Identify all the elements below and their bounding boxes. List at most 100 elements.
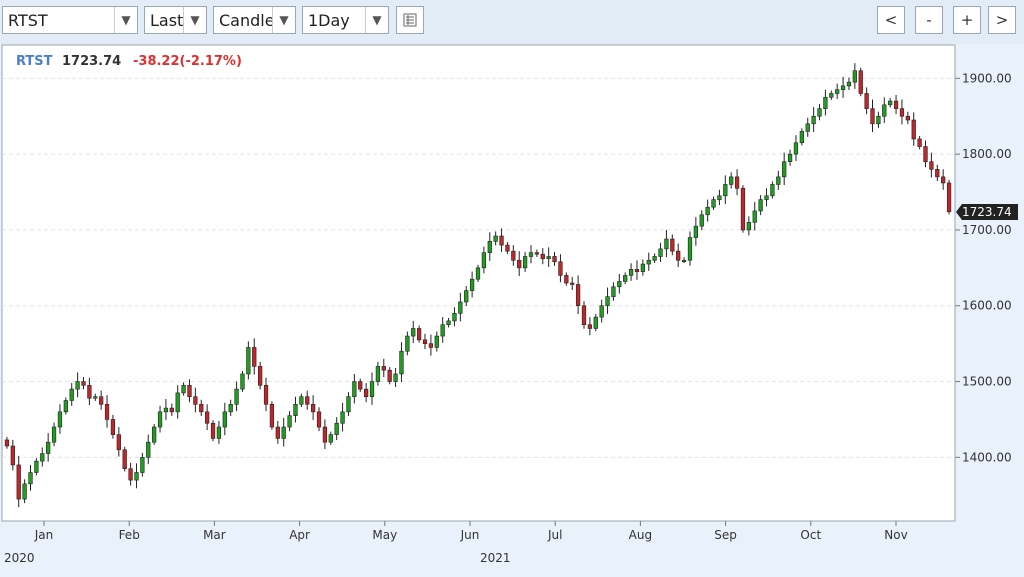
candle-body — [452, 313, 457, 322]
grid — [2, 77, 955, 458]
chevron-down-icon[interactable]: ▼ — [272, 7, 295, 33]
candle-body — [823, 96, 828, 109]
candle-body — [711, 199, 716, 208]
candle-body — [269, 403, 275, 428]
candle-body — [299, 396, 304, 405]
candle-body — [805, 123, 810, 132]
candle-body — [776, 176, 781, 185]
candle-body — [163, 407, 169, 413]
candle-body — [534, 252, 540, 255]
last-price-label: 1723.74 — [962, 205, 1012, 219]
candle-body — [169, 407, 174, 413]
candles — [4, 63, 952, 508]
y-tick-label: 1600.00 — [962, 299, 1012, 313]
candle-body — [346, 396, 351, 413]
candle-body — [611, 286, 616, 297]
price-type-dropdown[interactable]: Last ▼ — [144, 6, 207, 34]
candle-body — [558, 261, 563, 276]
candle-body — [717, 195, 722, 200]
candle-body — [46, 441, 51, 454]
candle-body — [205, 411, 210, 424]
candle-body — [234, 388, 239, 405]
candle-body — [416, 328, 422, 341]
candle-body — [375, 366, 381, 382]
candle-body — [905, 115, 910, 121]
y-tick-label: 1400.00 — [962, 450, 1012, 464]
candle-body — [575, 284, 581, 307]
candle-body — [199, 403, 204, 413]
zoom-out-button[interactable]: - — [915, 6, 943, 34]
candle-body — [893, 100, 899, 109]
symbol-value: RTST — [8, 10, 48, 30]
candle-body — [517, 259, 522, 269]
chart-style-dropdown[interactable]: Candle ▼ — [213, 6, 296, 34]
candle-body — [870, 108, 875, 125]
symbol-dropdown[interactable]: RTST ▼ — [2, 6, 138, 34]
candle-body — [676, 250, 681, 261]
candle-body — [740, 187, 746, 231]
candle-body — [475, 267, 481, 280]
zoom-in-button[interactable]: + — [953, 6, 981, 34]
candle-body — [652, 256, 657, 261]
year-label: 2020 — [4, 551, 35, 565]
nav-next-button[interactable]: > — [988, 6, 1016, 34]
candle-body — [40, 453, 45, 462]
candle-body — [10, 445, 15, 466]
x-tick-label: Aug — [629, 528, 652, 542]
candle-body — [358, 381, 363, 390]
candle-body — [63, 400, 68, 413]
candle-body — [87, 385, 92, 399]
candle-body — [110, 419, 116, 435]
candle-body — [381, 366, 386, 371]
candle-body — [599, 305, 604, 318]
candle-body — [81, 381, 86, 386]
candle-body — [793, 142, 799, 155]
candle-body — [723, 184, 728, 197]
chevron-down-icon[interactable]: ▼ — [365, 7, 388, 33]
candlestick-chart[interactable]: 1400.00 1500.00 1600.00 1700.00 1800.00 1900.… — [0, 44, 1024, 573]
x-tick-label: Apr — [289, 528, 310, 542]
candle-body — [75, 381, 80, 390]
candle-body — [705, 206, 710, 216]
settings-button[interactable] — [396, 6, 424, 34]
year-label: 2021 — [480, 551, 511, 565]
candle-body — [240, 373, 245, 390]
candle-body — [104, 403, 110, 420]
chart-area[interactable]: 1400.00 1500.00 1600.00 1700.00 1800.00 1900.… — [0, 44, 1024, 573]
candle-body — [458, 301, 463, 314]
candle-body — [546, 256, 551, 260]
candle-body — [487, 241, 492, 253]
candle-body — [923, 146, 928, 163]
candle-body — [829, 93, 834, 98]
interval-dropdown[interactable]: 1Day ▼ — [302, 6, 389, 34]
price-type-value: Last — [150, 10, 183, 30]
candle-body — [605, 296, 610, 307]
candle-body — [140, 457, 145, 473]
candle-body — [570, 282, 575, 285]
candle-body — [281, 426, 286, 439]
y-tick-label: 1500.00 — [962, 375, 1012, 389]
candle-body — [493, 235, 498, 242]
candle-body — [552, 256, 557, 263]
candle-body — [252, 347, 257, 367]
chevron-down-icon[interactable]: ▼ — [114, 7, 137, 33]
y-tick-label: 1700.00 — [962, 223, 1012, 237]
candle-body — [481, 252, 487, 269]
chevron-down-icon[interactable]: ▼ — [183, 7, 206, 33]
candle-body — [187, 385, 192, 398]
candle-body — [275, 426, 280, 439]
candle-body — [263, 385, 269, 405]
candle-body — [770, 184, 775, 197]
candle-body — [693, 225, 698, 238]
candle-body — [328, 434, 333, 443]
candle-body — [128, 468, 133, 481]
candle-body — [387, 369, 392, 382]
candle-body — [522, 256, 528, 269]
candle-body — [469, 278, 475, 291]
candle-body — [405, 335, 410, 352]
candle-body — [941, 176, 946, 184]
list-icon — [403, 13, 417, 27]
nav-prev-button[interactable]: < — [877, 6, 905, 34]
candle-body — [499, 235, 504, 246]
candle-body — [564, 275, 569, 284]
